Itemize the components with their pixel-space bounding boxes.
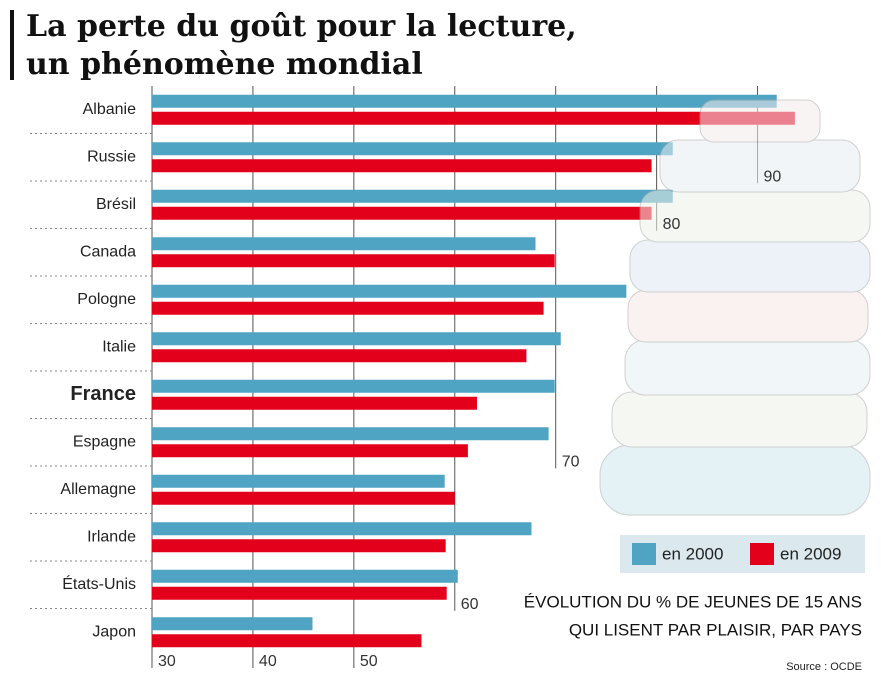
bar — [152, 475, 445, 488]
bar — [152, 492, 455, 505]
bar — [152, 159, 652, 172]
bar — [152, 254, 555, 267]
bar — [152, 285, 626, 298]
bar — [152, 539, 446, 552]
category-label: France — [70, 383, 136, 405]
category-label: Allemagne — [60, 481, 136, 498]
category-label: Pologne — [77, 291, 136, 308]
bar — [152, 349, 526, 362]
bar — [152, 522, 531, 535]
bar — [152, 237, 536, 250]
subtitle: ÉVOLUTION DU % DE JEUNES DE 15 ANS — [524, 592, 862, 611]
category-label: États-Unis — [62, 574, 136, 593]
legend-swatch — [632, 543, 656, 565]
x-tick-label: 30 — [158, 653, 176, 670]
bar — [152, 142, 673, 155]
bar — [152, 332, 561, 345]
bar — [152, 112, 795, 125]
x-tick-label: 80 — [663, 216, 681, 233]
bar — [152, 444, 468, 457]
bar — [152, 634, 421, 647]
legend-label: en 2000 — [662, 544, 723, 563]
category-label: Brésil — [96, 196, 136, 213]
bar — [152, 95, 777, 108]
category-label: Irlande — [87, 528, 136, 545]
category-label: Espagne — [73, 433, 136, 450]
legend-label: en 2009 — [780, 544, 841, 563]
x-tick-label: 40 — [259, 653, 277, 670]
bar — [152, 380, 555, 393]
category-label: Japon — [92, 623, 136, 640]
x-tick-label: 50 — [360, 653, 378, 670]
bar — [152, 570, 458, 583]
bar — [152, 207, 652, 220]
x-tick-label: 90 — [764, 168, 782, 185]
x-tick-label: 70 — [562, 453, 580, 470]
chart: La perte du goût pour la lecture, un phé… — [0, 0, 881, 686]
title-rule — [10, 10, 14, 80]
category-label: Albanie — [83, 101, 136, 118]
bar — [152, 617, 312, 630]
category-label: Russie — [87, 148, 136, 165]
chart-title: un phénomène mondial — [26, 47, 423, 82]
x-tick-label: 60 — [461, 596, 479, 613]
category-label: Italie — [102, 338, 136, 355]
bar — [152, 302, 544, 315]
legend-swatch — [750, 543, 774, 565]
bar — [152, 190, 673, 203]
chart-title: La perte du goût pour la lecture, — [26, 9, 577, 44]
source: Source : OCDE — [786, 661, 862, 673]
category-label: Canada — [80, 243, 136, 260]
bar — [152, 397, 477, 410]
bar — [152, 587, 447, 600]
subtitle: QUI LISENT PAR PLAISIR, PAR PAYS — [569, 620, 862, 639]
bar — [152, 427, 549, 440]
